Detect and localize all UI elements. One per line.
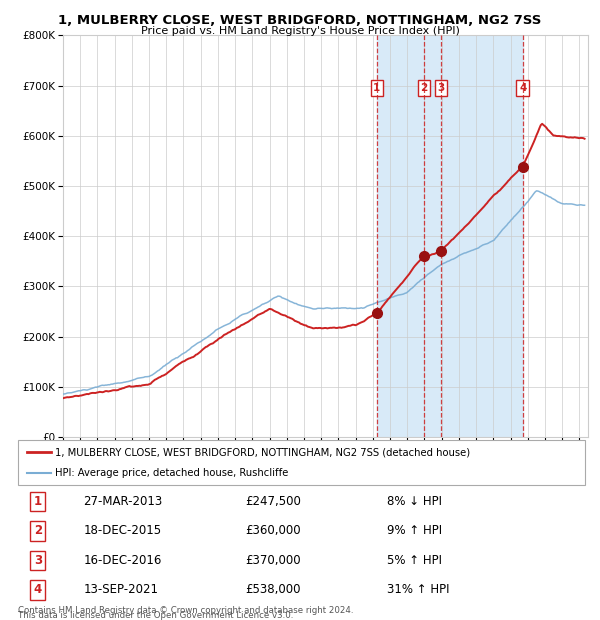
Text: 4: 4	[34, 583, 42, 596]
Text: Price paid vs. HM Land Registry's House Price Index (HPI): Price paid vs. HM Land Registry's House …	[140, 26, 460, 36]
Text: 4: 4	[519, 83, 526, 93]
Text: £247,500: £247,500	[245, 495, 301, 508]
Text: 1: 1	[34, 495, 42, 508]
Text: £360,000: £360,000	[245, 525, 301, 538]
Bar	[377, 35, 523, 437]
Text: 16-DEC-2016: 16-DEC-2016	[83, 554, 161, 567]
Text: £538,000: £538,000	[245, 583, 301, 596]
Text: 1: 1	[373, 83, 380, 93]
Text: 1, MULBERRY CLOSE, WEST BRIDGFORD, NOTTINGHAM, NG2 7SS: 1, MULBERRY CLOSE, WEST BRIDGFORD, NOTTI…	[58, 14, 542, 27]
Text: This data is licensed under the Open Government Licence v3.0.: This data is licensed under the Open Gov…	[18, 611, 293, 620]
Text: 8% ↓ HPI: 8% ↓ HPI	[386, 495, 442, 508]
Text: 27-MAR-2013: 27-MAR-2013	[83, 495, 163, 508]
Text: 13-SEP-2021: 13-SEP-2021	[83, 583, 158, 596]
Text: 9% ↑ HPI: 9% ↑ HPI	[386, 525, 442, 538]
Text: 2: 2	[420, 83, 427, 93]
Text: £370,000: £370,000	[245, 554, 301, 567]
Text: 1, MULBERRY CLOSE, WEST BRIDGFORD, NOTTINGHAM, NG2 7SS (detached house): 1, MULBERRY CLOSE, WEST BRIDGFORD, NOTTI…	[55, 447, 470, 458]
Text: 31% ↑ HPI: 31% ↑ HPI	[386, 583, 449, 596]
Text: 18-DEC-2015: 18-DEC-2015	[83, 525, 161, 538]
Text: 3: 3	[34, 554, 42, 567]
Text: 3: 3	[437, 83, 445, 93]
Text: 5% ↑ HPI: 5% ↑ HPI	[386, 554, 442, 567]
Text: HPI: Average price, detached house, Rushcliffe: HPI: Average price, detached house, Rush…	[55, 467, 288, 478]
Text: 2: 2	[34, 525, 42, 538]
Text: Contains HM Land Registry data © Crown copyright and database right 2024.: Contains HM Land Registry data © Crown c…	[18, 606, 353, 615]
